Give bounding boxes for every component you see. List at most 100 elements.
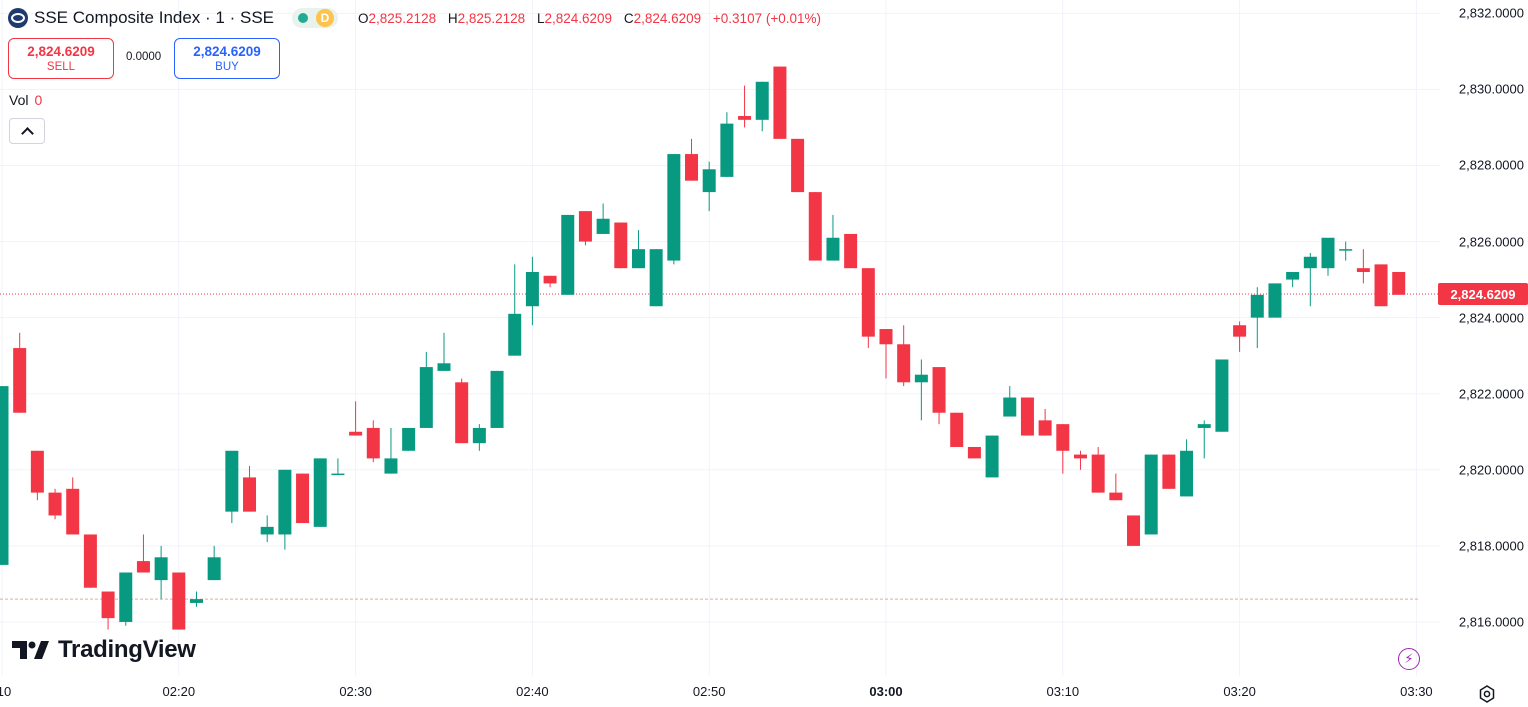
collapse-legend-button[interactable] <box>9 118 45 144</box>
candle <box>13 332 27 413</box>
candle <box>1303 252 1317 307</box>
market-open-icon <box>298 13 308 23</box>
candle <box>225 450 239 524</box>
x-tick-label: 02:30 <box>339 684 372 699</box>
candle <box>437 332 451 371</box>
candle-body <box>83 534 97 588</box>
y-tick-label: 2,820.0000 <box>1458 462 1524 478</box>
candle-body <box>278 469 292 535</box>
x-tick-label: 03:10 <box>1046 684 1080 699</box>
high-value: 2,825.2128 <box>457 10 526 26</box>
candle-body <box>1392 271 1406 295</box>
market-status[interactable]: D <box>292 8 338 28</box>
sse-logo-icon <box>8 8 28 28</box>
candle <box>1109 473 1123 501</box>
candle-body <box>826 237 840 261</box>
candle <box>119 572 133 626</box>
candle-body <box>349 431 363 436</box>
candle-body <box>861 268 875 337</box>
candle <box>136 534 150 573</box>
y-tick-label: 2,822.0000 <box>1458 386 1524 402</box>
candle-body <box>490 370 504 428</box>
candle-body <box>1180 450 1194 497</box>
candle-body <box>0 386 9 565</box>
y-tick-label: 2,826.0000 <box>1458 234 1524 250</box>
candle-body <box>1020 397 1034 436</box>
candle <box>1180 439 1194 497</box>
candle <box>932 367 946 425</box>
y-tick-label: 2,824.0000 <box>1458 310 1524 326</box>
candle-body <box>1339 249 1353 251</box>
candle-body <box>808 192 822 261</box>
buy-price: 2,824.6209 <box>193 43 261 59</box>
candle <box>755 81 769 132</box>
grid <box>0 0 1440 676</box>
buy-label: BUY <box>215 60 239 73</box>
candle <box>897 325 911 387</box>
candle <box>1056 424 1070 474</box>
buy-button[interactable]: 2,824.6209 BUY <box>174 38 280 79</box>
symbol-title[interactable]: SSE Composite Index · 1 · SSE <box>34 8 274 27</box>
candle-body <box>419 367 433 428</box>
candle <box>1250 287 1264 349</box>
candle <box>967 446 981 459</box>
candle <box>1020 397 1034 436</box>
delayed-data-badge[interactable]: D <box>316 9 334 27</box>
candle-body <box>685 154 699 181</box>
settings-gear-icon[interactable] <box>1478 685 1496 703</box>
candle <box>985 435 999 478</box>
candle <box>861 268 875 349</box>
open-value: 2,825.2128 <box>368 10 437 26</box>
candle <box>1091 446 1105 493</box>
candle <box>1127 515 1141 546</box>
candle <box>419 351 433 428</box>
candle <box>48 488 62 520</box>
candle-body <box>1286 271 1300 280</box>
ohlc-legend: O2,825.2128 H2,825.2128 L2,824.6209 C2,8… <box>358 11 829 26</box>
candle-body <box>879 329 893 345</box>
candle <box>1197 420 1211 459</box>
volume-legend[interactable]: Vol 0 <box>9 92 42 108</box>
candle <box>1073 450 1087 470</box>
candle <box>879 329 893 379</box>
candle-body <box>738 116 752 120</box>
candle <box>720 112 734 177</box>
candle-body <box>225 450 239 512</box>
candle-body <box>243 477 257 512</box>
candle <box>207 545 221 581</box>
candle-body <box>119 572 133 622</box>
candle-body <box>472 427 486 444</box>
tradingview-logo[interactable]: TradingView <box>12 636 196 664</box>
candle-body <box>1056 424 1070 451</box>
candle-body <box>1073 454 1087 459</box>
close-label: C <box>623 10 634 26</box>
candle-body <box>331 473 345 476</box>
sell-button[interactable]: 2,824.6209 SELL <box>8 38 114 79</box>
y-tick-label: 2,818.0000 <box>1458 538 1524 554</box>
candle-body <box>773 66 787 139</box>
sell-label: SELL <box>46 60 76 73</box>
candle <box>1162 454 1176 489</box>
candle-body <box>844 233 858 269</box>
candle <box>1374 264 1388 307</box>
close-value: 2,824.6209 <box>633 10 702 26</box>
candle <box>685 138 699 181</box>
tradingview-wordmark: TradingView <box>58 636 196 663</box>
candle <box>243 465 257 512</box>
candle <box>1356 249 1370 284</box>
candle <box>525 256 539 326</box>
candle-body <box>578 211 592 242</box>
candle <box>366 420 380 463</box>
low-value: 2,824.6209 <box>544 10 613 26</box>
candle <box>561 214 575 295</box>
candle-body <box>1127 515 1141 546</box>
candle <box>1215 359 1229 432</box>
candle <box>278 469 292 550</box>
lightning-icon[interactable]: ⚡ <box>1398 648 1420 670</box>
candle-body <box>720 123 734 177</box>
candle-body <box>791 138 805 193</box>
candle-body <box>154 557 168 581</box>
candle-body <box>649 249 663 307</box>
candle-body <box>1109 492 1123 501</box>
